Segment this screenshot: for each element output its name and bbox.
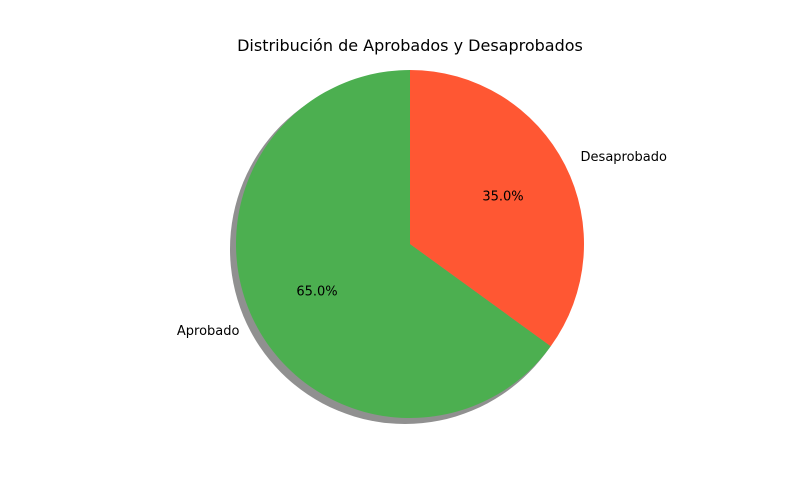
- chart-title: Distribución de Aprobados y Desaprobados: [237, 36, 583, 55]
- pie-slice-aprobado: [236, 70, 551, 419]
- pie-slices: [236, 69, 584, 419]
- slice-label-desaprobado: Desaprobado: [581, 150, 667, 165]
- percent-label-aprobado: 65.0%: [296, 284, 337, 299]
- pie-slice-desaprobado: [410, 69, 584, 347]
- slice-label-aprobado: Aprobado: [177, 324, 240, 339]
- percent-label-desaprobado: 35.0%: [482, 190, 523, 205]
- pie-labels: Aprobado 65.0% Desaprobado 35.0%: [177, 150, 667, 339]
